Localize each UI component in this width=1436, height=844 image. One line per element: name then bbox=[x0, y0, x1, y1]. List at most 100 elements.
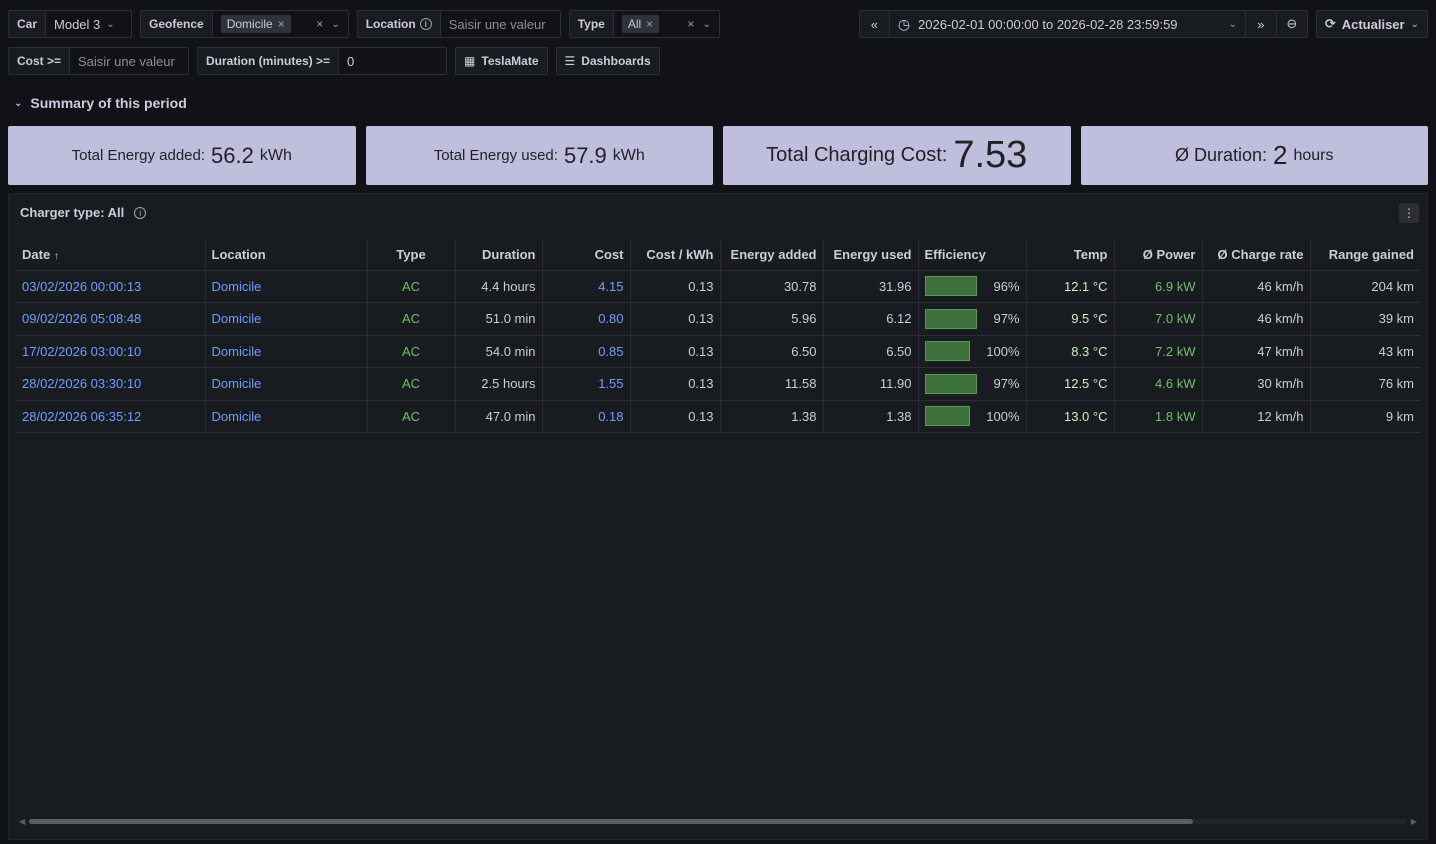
type-chip-label: All bbox=[627, 17, 642, 31]
cell-cost[interactable]: 0.85 bbox=[542, 335, 631, 368]
stat-value: 56.2 bbox=[211, 142, 254, 168]
close-icon[interactable]: × bbox=[646, 17, 654, 31]
close-icon[interactable]: × bbox=[277, 17, 285, 31]
cell-location[interactable]: Domicile bbox=[205, 335, 368, 368]
efficiency-bar-track bbox=[924, 406, 977, 427]
cell-charge-rate: 30 km/h bbox=[1202, 367, 1311, 401]
info-icon[interactable]: i bbox=[134, 206, 147, 219]
cell-range-gained: 204 km bbox=[1310, 270, 1420, 303]
row-collapse-toggle[interactable]: ⌄ Summary of this period bbox=[14, 95, 187, 111]
scroll-right-icon[interactable]: ▶ bbox=[1410, 817, 1417, 826]
stat-label: Total Energy used: bbox=[433, 147, 558, 164]
time-forward-button[interactable]: » bbox=[1245, 10, 1277, 38]
scroll-left-icon[interactable]: ◀ bbox=[19, 817, 26, 826]
efficiency-bar bbox=[924, 341, 970, 362]
column-header-charge-rate[interactable]: Ø Charge rate bbox=[1202, 239, 1311, 271]
type-filter: Type All × × ⌄ bbox=[568, 10, 720, 38]
cost-input[interactable]: Saisir une valeur bbox=[70, 47, 190, 75]
cell-energy-used: 6.50 bbox=[823, 335, 919, 368]
cell-cost[interactable]: 0.18 bbox=[542, 400, 631, 433]
efficiency-bar bbox=[924, 308, 977, 329]
duration-value: 0 bbox=[347, 53, 355, 69]
car-select[interactable]: Model 3 ⌄ bbox=[46, 10, 133, 38]
chevron-down-icon: ⌄ bbox=[14, 97, 23, 109]
cell-cost-kwh: 0.13 bbox=[630, 302, 721, 336]
cell-cost[interactable]: 0.80 bbox=[542, 302, 631, 336]
efficiency-value: 97% bbox=[993, 311, 1020, 327]
time-back-button[interactable]: « bbox=[858, 10, 890, 38]
cell-location[interactable]: Domicile bbox=[205, 367, 368, 401]
stat-value: 2 bbox=[1273, 140, 1288, 170]
refresh-button[interactable]: ⟳ Actualiser ⌄ bbox=[1315, 10, 1428, 38]
column-header-energy-used[interactable]: Energy used bbox=[823, 239, 919, 271]
panel-menu-button[interactable]: ⋮ bbox=[1399, 203, 1419, 223]
scroll-thumb[interactable] bbox=[29, 819, 1193, 824]
cell-energy-used: 31.96 bbox=[823, 270, 919, 303]
cell-location[interactable]: Domicile bbox=[205, 400, 368, 433]
cell-range-gained: 43 km bbox=[1310, 335, 1420, 368]
car-value: Model 3 bbox=[54, 16, 101, 32]
zoom-out-button[interactable]: ⊖ bbox=[1276, 10, 1308, 38]
type-select[interactable]: All × × ⌄ bbox=[613, 10, 720, 38]
cell-energy-used: 6.12 bbox=[823, 302, 919, 336]
type-chip[interactable]: All × bbox=[621, 15, 660, 33]
column-header-efficiency[interactable]: Efficiency bbox=[918, 239, 1027, 271]
efficiency-gauge: 97% bbox=[924, 308, 1020, 329]
cell-efficiency: 100% bbox=[918, 400, 1027, 433]
cell-range-gained: 76 km bbox=[1310, 367, 1420, 401]
efficiency-bar-track bbox=[924, 276, 977, 297]
clock-icon: ◷ bbox=[897, 15, 911, 32]
horizontal-scrollbar[interactable]: ◀ ▶ bbox=[19, 817, 1417, 826]
column-header-date[interactable]: Date ↑ bbox=[16, 239, 206, 271]
efficiency-gauge: 97% bbox=[924, 373, 1020, 394]
info-icon[interactable]: i bbox=[419, 18, 432, 30]
cell-location[interactable]: Domicile bbox=[205, 302, 368, 336]
column-header-cost[interactable]: Cost bbox=[542, 239, 631, 271]
location-input[interactable]: Saisir une valeur bbox=[440, 10, 561, 38]
cell-range-gained: 39 km bbox=[1310, 302, 1420, 336]
teslamate-link[interactable]: ▦ TeslaMate bbox=[455, 47, 548, 75]
cost-placeholder: Saisir une valeur bbox=[78, 53, 175, 69]
cell-date[interactable]: 03/02/2026 00:00:13 bbox=[16, 270, 206, 303]
column-header-cost-kwh[interactable]: Cost / kWh bbox=[630, 239, 721, 271]
duration-input[interactable]: 0 bbox=[339, 47, 448, 75]
cell-cost[interactable]: 4.15 bbox=[542, 270, 631, 303]
efficiency-value: 97% bbox=[993, 376, 1020, 392]
cell-location[interactable]: Domicile bbox=[205, 270, 368, 303]
duration-filter: Duration (minutes) >= 0 bbox=[197, 47, 448, 75]
stat-value: 57.9 bbox=[563, 142, 607, 168]
zoom-out-icon: ⊖ bbox=[1286, 16, 1298, 31]
column-header-duration[interactable]: Duration bbox=[455, 239, 543, 271]
geofence-select[interactable]: Domicile × × ⌄ bbox=[212, 10, 349, 38]
efficiency-bar bbox=[924, 373, 977, 394]
column-header-location[interactable]: Location bbox=[205, 239, 368, 271]
column-header-type[interactable]: Type bbox=[367, 239, 456, 271]
location-filter: Location i Saisir une valeur bbox=[356, 10, 561, 38]
cell-date[interactable]: 28/02/2026 06:35:12 bbox=[16, 400, 206, 433]
table-header-row: Date ↑ Location Type Duration Cost Cost … bbox=[16, 239, 1420, 271]
cell-charge-rate: 46 km/h bbox=[1202, 302, 1311, 336]
clear-icon[interactable]: × bbox=[316, 17, 324, 31]
chevrons-left-icon: « bbox=[870, 16, 878, 32]
column-header-range-gained[interactable]: Range gained bbox=[1310, 239, 1420, 271]
cell-date[interactable]: 28/02/2026 03:30:10 bbox=[16, 367, 206, 401]
efficiency-bar-track bbox=[924, 373, 977, 394]
panel-title: Charger type: All bbox=[20, 205, 125, 220]
cell-cost[interactable]: 1.55 bbox=[542, 367, 631, 401]
bars-icon: ☰ bbox=[564, 54, 576, 68]
cell-date[interactable]: 17/02/2026 03:00:10 bbox=[16, 335, 206, 368]
column-header-energy-added[interactable]: Energy added bbox=[720, 239, 824, 271]
column-header-temp[interactable]: Temp bbox=[1026, 239, 1115, 271]
geofence-filter: Geofence Domicile × × ⌄ bbox=[140, 10, 349, 38]
efficiency-gauge: 96% bbox=[924, 276, 1020, 297]
dashboards-link[interactable]: ☰ Dashboards bbox=[555, 47, 660, 75]
cell-date[interactable]: 09/02/2026 05:08:48 bbox=[16, 302, 206, 336]
efficiency-gauge: 100% bbox=[924, 341, 1020, 362]
cell-energy-added: 1.38 bbox=[720, 400, 824, 433]
cell-power: 1.8 kW bbox=[1114, 400, 1203, 433]
chevron-down-icon: ⌄ bbox=[331, 18, 340, 30]
geofence-chip[interactable]: Domicile × bbox=[220, 15, 291, 33]
column-header-power[interactable]: Ø Power bbox=[1114, 239, 1203, 271]
clear-icon[interactable]: × bbox=[687, 17, 695, 31]
time-range-picker[interactable]: ◷ 2026-02-01 00:00:00 to 2026-02-28 23:5… bbox=[889, 10, 1246, 38]
